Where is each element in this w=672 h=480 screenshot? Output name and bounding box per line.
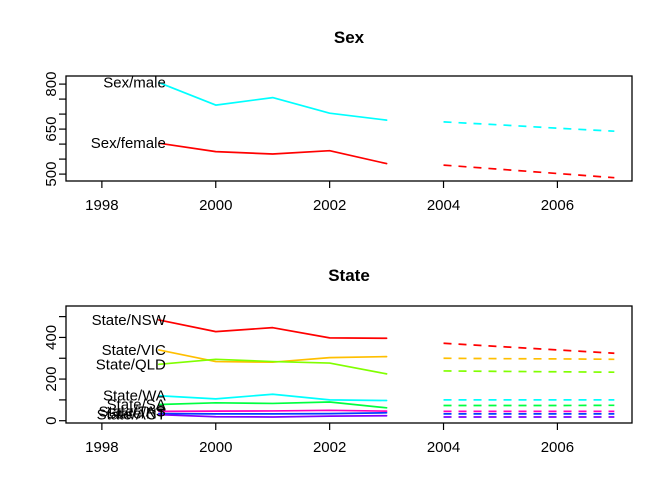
x-tick-label: 1998: [85, 439, 118, 456]
sex-chart-panel: Sex 1998 2000 2002 2004 2006 500 650 800 Sex/male…: [43, 28, 633, 214]
line-state-nsw: [157, 319, 388, 340]
line-state-qld: [157, 358, 388, 375]
line-sex-female: [157, 142, 388, 165]
y-tick-label: 800: [43, 72, 60, 97]
x-tick-label: 2002: [313, 439, 346, 456]
series-label-state-tas: State/TAS: [99, 403, 166, 420]
forecast-line-state-nsw: [443, 342, 615, 355]
series-label-state-wa: State/WA: [103, 388, 166, 405]
line-state-wa: [157, 393, 388, 402]
series-label-state-qld: State/QLD: [96, 356, 166, 373]
y-tick-label: 0: [43, 417, 60, 425]
x-tick-label: 2000: [199, 439, 232, 456]
y-tick-label: 650: [43, 117, 60, 142]
forecast-line-sex-female: [443, 164, 615, 179]
y-tick-label: 400: [43, 325, 60, 350]
line-state-nt: [157, 411, 388, 415]
sex-chart: Sex 1998 2000 2002 2004 2006 500 650 800 Sex/male…: [43, 28, 633, 214]
forecast-line-sex-male: [443, 121, 615, 133]
x-tick-label: 1998: [85, 197, 118, 214]
line-state-sa: [157, 401, 388, 409]
plot-box: [65, 75, 633, 182]
x-tick-label: 2006: [541, 197, 574, 214]
plot-box: [65, 305, 633, 424]
series-label-sex-female: Sex/female: [91, 135, 166, 152]
series-label-state-act: State/ACT: [97, 407, 166, 424]
state-chart: State 1998 2000 2002 2004 2006 0 200 400 State/NS…: [43, 266, 633, 456]
x-tick-label: 2002: [313, 197, 346, 214]
line-state-tas: [157, 409, 388, 413]
y-tick-label: 200: [43, 367, 60, 392]
y-tick-label: 500: [43, 162, 60, 187]
line-state-vic: [157, 349, 388, 364]
forecast-line-state-qld: [443, 370, 615, 374]
line-state-act: [157, 413, 388, 418]
state-chart-panel: State 1998 2000 2002 2004 2006 0 200 400 State/NS…: [0, 240, 672, 480]
chart-title: Sex: [334, 28, 365, 47]
series-label-state-nt: State/NT: [107, 406, 166, 423]
chart-title: State: [328, 266, 370, 285]
forecast-line-state-vic: [443, 357, 615, 361]
x-tick-label: 2006: [541, 439, 574, 456]
line-sex-male: [157, 81, 388, 121]
x-tick-label: 2004: [427, 439, 460, 456]
series-label-state-sa: State/SA: [107, 396, 166, 413]
x-tick-label: 2004: [427, 197, 460, 214]
series-label-sex-male: Sex/male: [103, 75, 166, 92]
x-tick-label: 2000: [199, 197, 232, 214]
series-label-state-vic: State/VIC: [102, 342, 166, 359]
series-label-state-nsw: State/NSW: [92, 312, 167, 329]
